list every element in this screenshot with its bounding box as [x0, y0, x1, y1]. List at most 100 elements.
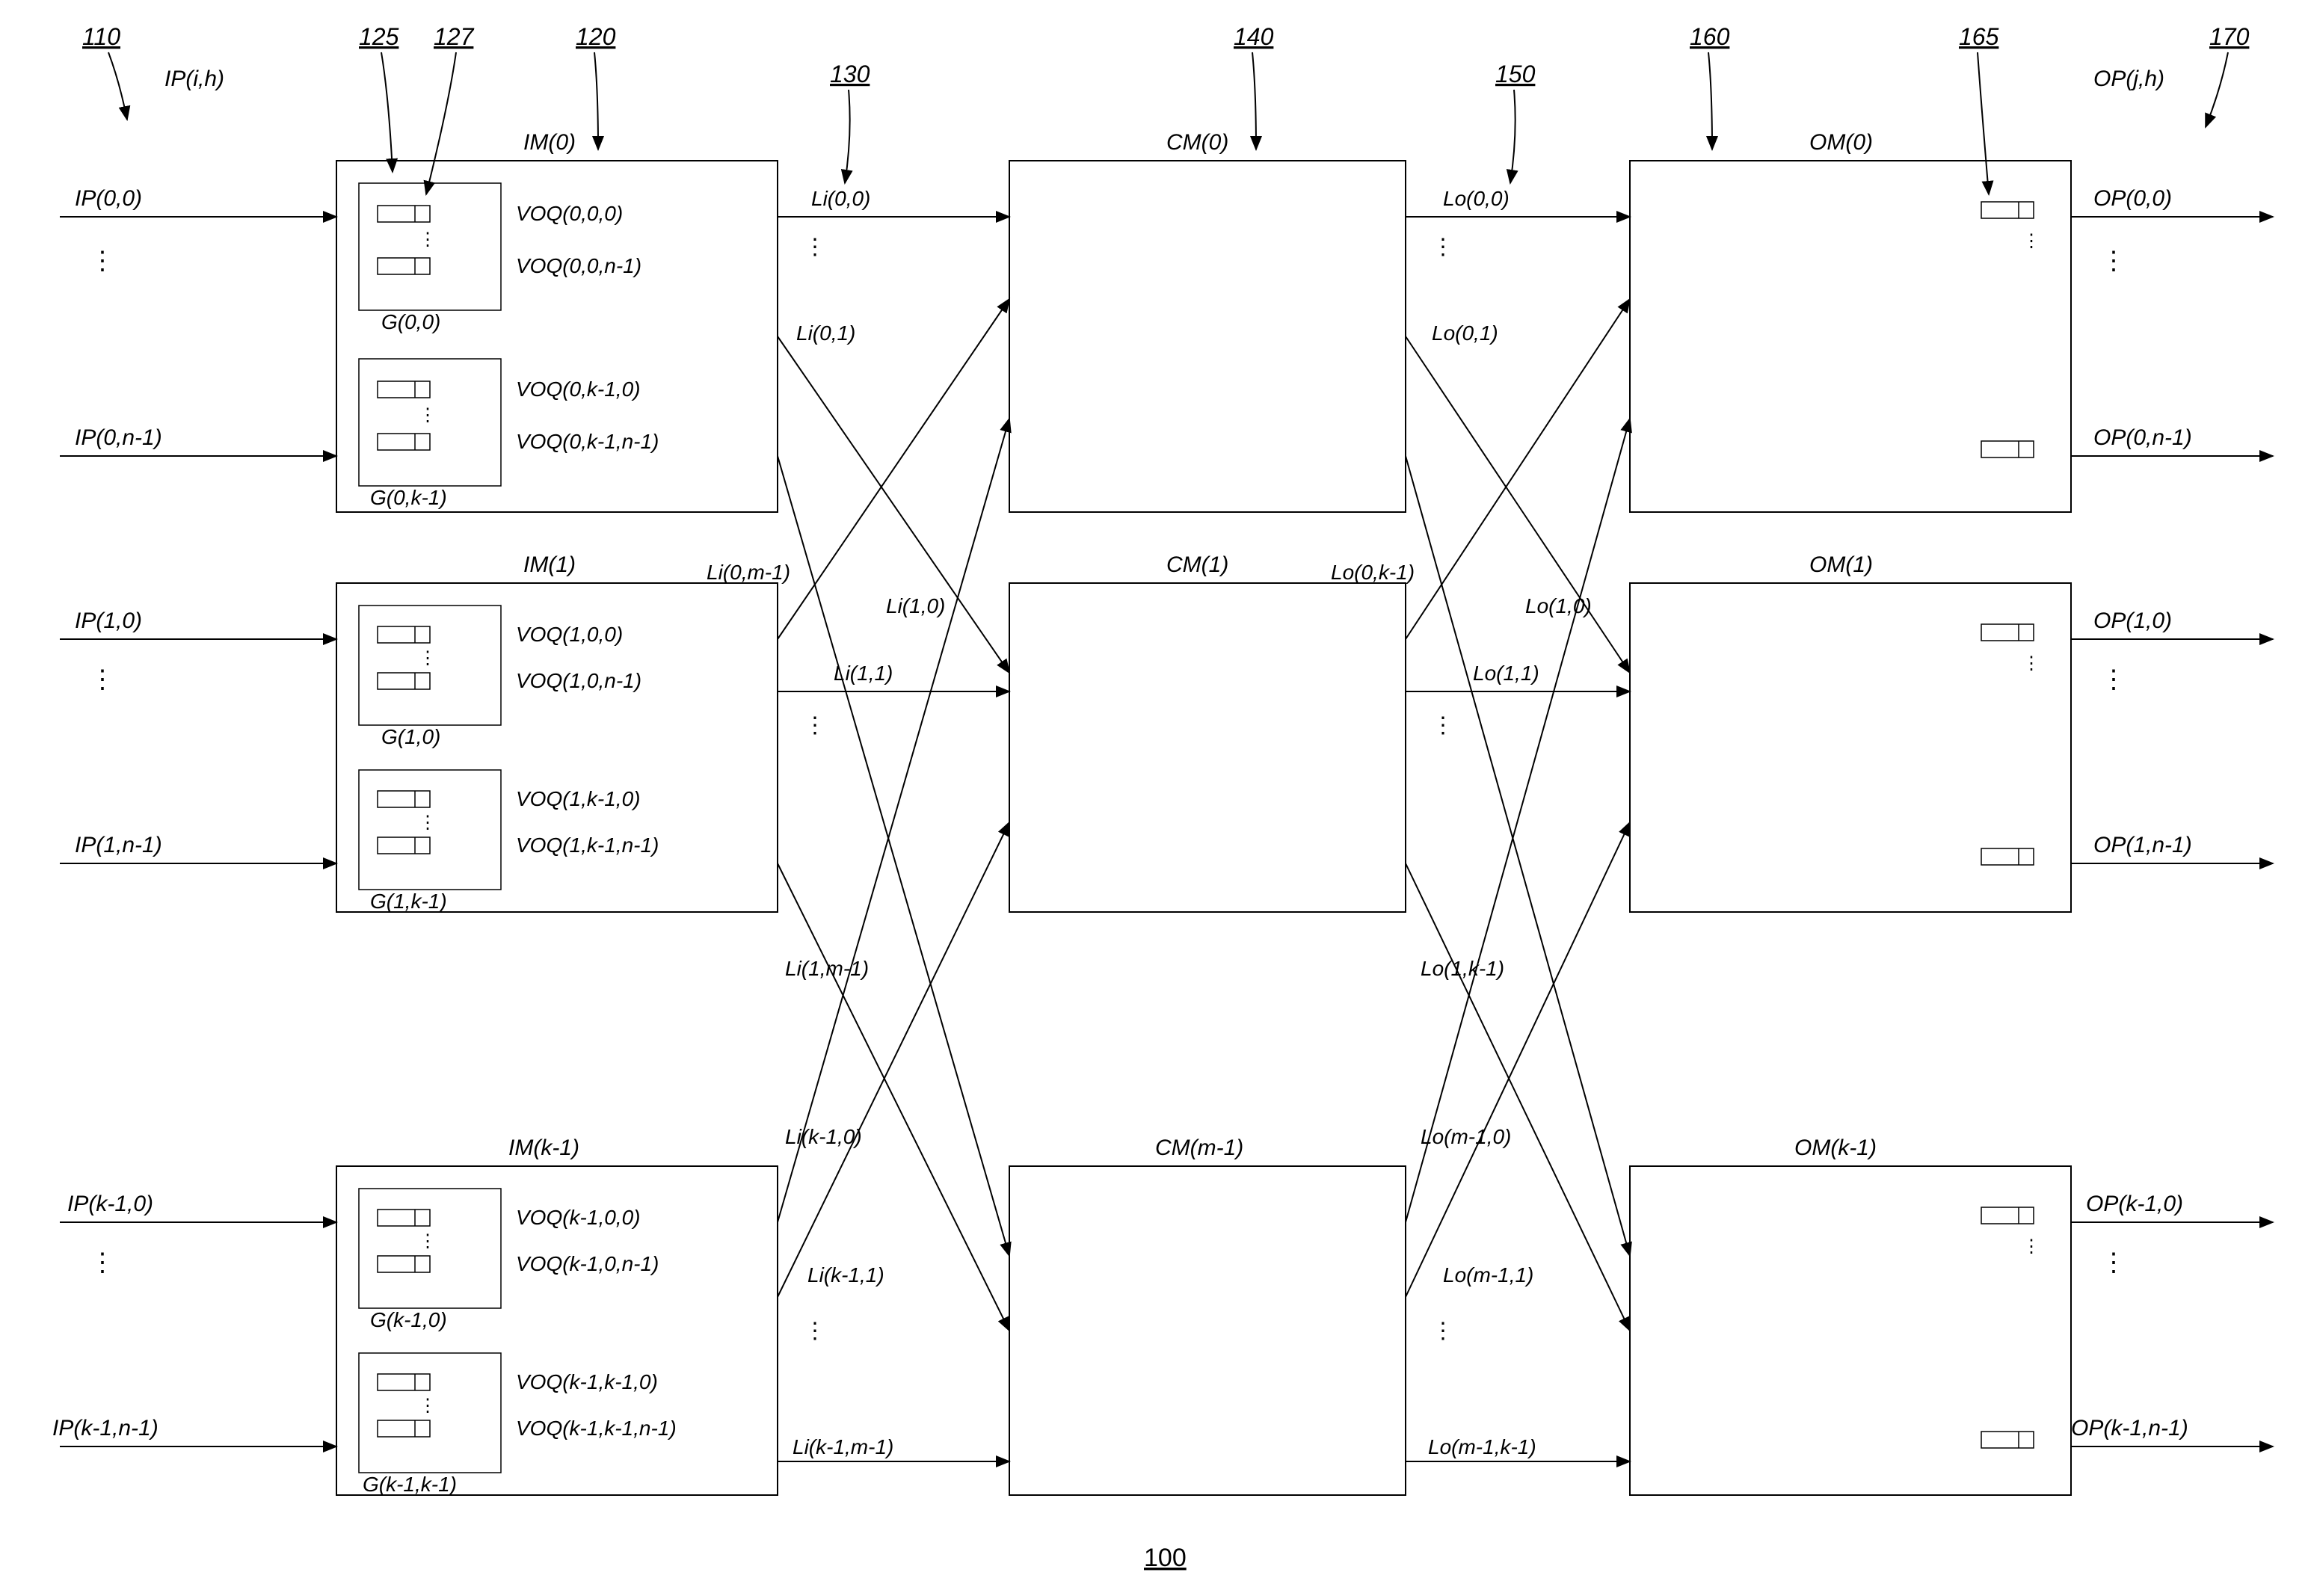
imk-label: IM(k-1) — [508, 1136, 579, 1160]
queue-icon: ⋮ — [378, 1210, 437, 1272]
callout-op-jh: OP(j,h) — [2093, 67, 2164, 91]
li10-label: Li(1,0) — [886, 594, 945, 617]
queue-icon: ⋮ — [378, 381, 437, 450]
lik0-label: Li(k-1,0) — [785, 1125, 862, 1148]
li00-label: Li(0,0) — [811, 187, 870, 210]
callout-125: 125 — [359, 23, 399, 50]
cm0-box — [1009, 161, 1406, 512]
clos-network-diagram: 110 IP(i,h) 125 127 120 130 140 150 160 … — [0, 0, 2311, 1596]
ip0n-label: IP(0,n-1) — [75, 425, 162, 450]
queue-icon: ⋮ — [1981, 202, 2040, 457]
lomk-label: Lo(m-1,k-1) — [1428, 1435, 1536, 1458]
svg-text:⋮: ⋮ — [419, 405, 437, 425]
voq1kn: VOQ(1,k-1,n-1) — [516, 834, 659, 857]
opkn-label: OP(k-1,n-1) — [2071, 1416, 2188, 1441]
svg-text:⋮: ⋮ — [2022, 1236, 2040, 1257]
vdots: ⋮ — [1432, 1319, 1454, 1343]
om1-label: OM(1) — [1809, 552, 1873, 577]
im0-label: IM(0) — [523, 130, 576, 155]
callout-165: 165 — [1959, 23, 1999, 50]
callout-140: 140 — [1234, 23, 1274, 50]
voq0k0: VOQ(0,k-1,0) — [516, 378, 640, 401]
voq00n: VOQ(0,0,n-1) — [516, 254, 641, 277]
callout-127: 127 — [434, 23, 475, 50]
vdots: ⋮ — [90, 1248, 115, 1277]
svg-text:⋮: ⋮ — [2022, 653, 2040, 674]
g10-label: G(1,0) — [381, 725, 440, 748]
cmm-box — [1009, 1166, 1406, 1495]
lo11-label: Lo(1,1) — [1473, 662, 1539, 685]
vdots: ⋮ — [90, 247, 115, 275]
gk0-label: G(k-1,0) — [370, 1308, 447, 1331]
cm1-box — [1009, 583, 1406, 912]
vdots: ⋮ — [2101, 247, 2126, 275]
vdots: ⋮ — [804, 1319, 826, 1343]
svg-text:⋮: ⋮ — [419, 1231, 437, 1251]
lo1k-label: Lo(1,k-1) — [1421, 957, 1504, 980]
callout-110: 110 — [82, 23, 120, 50]
svg-text:⋮: ⋮ — [419, 229, 437, 250]
lom0-label: Lo(m-1,0) — [1421, 1125, 1511, 1148]
vdots: ⋮ — [1432, 235, 1454, 259]
ipkn-label: IP(k-1,n-1) — [52, 1416, 159, 1441]
vdots: ⋮ — [804, 713, 826, 738]
om0-label: OM(0) — [1809, 130, 1873, 155]
cmm-label: CM(m-1) — [1155, 1136, 1243, 1160]
queue-icon: ⋮ — [378, 626, 437, 689]
li0m-label: Li(0,m-1) — [707, 561, 790, 584]
vdots: ⋮ — [90, 665, 115, 694]
figure-number: 100 — [1144, 1544, 1187, 1572]
op0n-label: OP(0,n-1) — [2093, 425, 2192, 450]
voqk00: VOQ(k-1,0,0) — [516, 1206, 640, 1229]
voq0kn: VOQ(0,k-1,n-1) — [516, 430, 659, 453]
ipk0-label: IP(k-1,0) — [67, 1192, 153, 1216]
opk0-label: OP(k-1,0) — [2086, 1192, 2183, 1216]
queue-icon: ⋮ — [1981, 624, 2040, 865]
voqk0n: VOQ(k-1,0,n-1) — [516, 1252, 659, 1275]
g1k-label: G(1,k-1) — [370, 890, 447, 913]
svg-text:⋮: ⋮ — [2022, 231, 2040, 251]
li01-label: Li(0,1) — [796, 321, 855, 345]
voq10n: VOQ(1,0,n-1) — [516, 669, 641, 692]
im1-label: IM(1) — [523, 552, 576, 577]
gkk-label: G(k-1,k-1) — [363, 1473, 457, 1496]
voqkk0: VOQ(k-1,k-1,0) — [516, 1370, 658, 1393]
callout-170: 170 — [2209, 23, 2250, 50]
svg-text:⋮: ⋮ — [419, 648, 437, 668]
lo01-label: Lo(0,1) — [1432, 321, 1498, 345]
queue-icon: ⋮ — [378, 791, 437, 854]
op00-label: OP(0,0) — [2093, 186, 2172, 211]
ip1n-label: IP(1,n-1) — [75, 833, 162, 857]
callout-160: 160 — [1690, 23, 1730, 50]
lo0k-label: Lo(0,k-1) — [1331, 561, 1415, 584]
callout-150: 150 — [1495, 61, 1536, 87]
cm0-label: CM(0) — [1166, 130, 1228, 155]
queue-icon: ⋮ — [378, 206, 437, 274]
op1n-label: OP(1,n-1) — [2093, 833, 2192, 857]
g0k-label: G(0,k-1) — [370, 486, 447, 509]
vdots: ⋮ — [2101, 665, 2126, 694]
svg-text:⋮: ⋮ — [419, 813, 437, 833]
voqkkn: VOQ(k-1,k-1,n-1) — [516, 1417, 677, 1440]
lik1-label: Li(k-1,1) — [807, 1263, 884, 1287]
vdots: ⋮ — [2101, 1248, 2126, 1277]
cm1-label: CM(1) — [1166, 552, 1228, 577]
callout-120: 120 — [576, 23, 616, 50]
svg-text:⋮: ⋮ — [419, 1396, 437, 1416]
queue-icon: ⋮ — [1981, 1207, 2040, 1448]
likm-label: Li(k-1,m-1) — [793, 1435, 893, 1458]
omk-label: OM(k-1) — [1794, 1136, 1877, 1160]
g00-label: G(0,0) — [381, 310, 440, 333]
callout-130: 130 — [830, 61, 870, 87]
vdots: ⋮ — [1432, 713, 1454, 738]
voq000: VOQ(0,0,0) — [516, 202, 623, 225]
voq1k0: VOQ(1,k-1,0) — [516, 787, 640, 810]
lom1-label: Lo(m-1,1) — [1443, 1263, 1533, 1287]
vdots: ⋮ — [804, 235, 826, 259]
ip10-label: IP(1,0) — [75, 608, 142, 633]
lo10-label: Lo(1,0) — [1525, 594, 1592, 617]
li1m-label: Li(1,m-1) — [785, 957, 869, 980]
ip00-label: IP(0,0) — [75, 186, 142, 211]
queue-icon: ⋮ — [378, 1374, 437, 1437]
callout-ip-ih: IP(i,h) — [164, 67, 224, 91]
